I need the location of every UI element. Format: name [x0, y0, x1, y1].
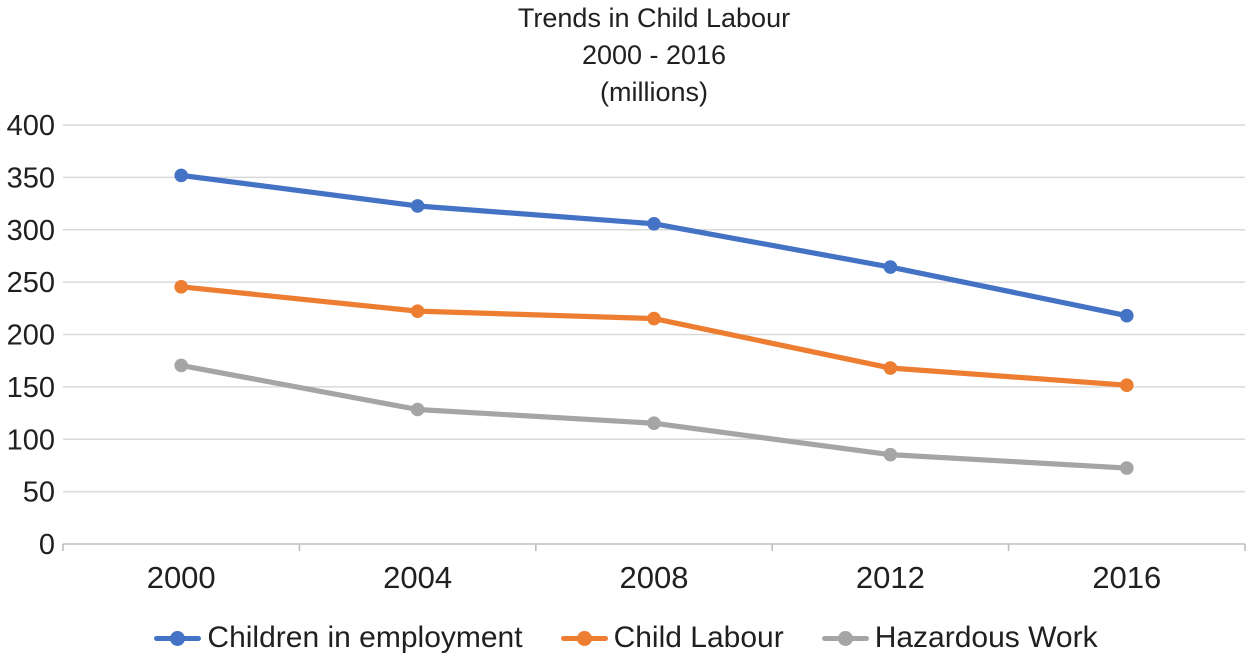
data-point — [410, 304, 425, 318]
data-point — [174, 168, 188, 183]
series-line — [178, 284, 1130, 388]
y-tick-label: 150 — [7, 372, 55, 404]
data-point — [410, 199, 425, 213]
y-tick-label: 400 — [7, 110, 55, 142]
x-tick-label: 2008 — [620, 560, 689, 595]
chart-title-line: Trends in Child Labour — [517, 3, 791, 33]
gridlines — [63, 124, 1245, 493]
chart-legend: Children in employment Child Labour Hazard… — [0, 616, 1252, 660]
legend-marker-dot — [837, 630, 853, 646]
chart-subtitle-line: 2000 - 2016 — [581, 40, 727, 70]
data-point — [647, 416, 661, 431]
y-tick-label: 300 — [7, 215, 55, 247]
series-children-in-employment — [174, 168, 1134, 323]
y-tick-label: 50 — [23, 477, 55, 509]
data-point — [883, 361, 898, 375]
y-axis-labels: 0 50 100 150 200 250 300 350 400 — [7, 110, 55, 561]
legend-item: Hazardous Work — [821, 621, 1098, 655]
legend-label: Hazardous Work — [874, 621, 1098, 654]
legend-line-marker-icon — [821, 630, 869, 646]
x-axis-labels: 2000 2004 2008 2012 2016 — [147, 560, 1162, 595]
x-axis — [62, 543, 1246, 551]
x-tick-label: 2000 — [147, 560, 216, 595]
data-point — [174, 358, 188, 373]
y-tick-label: 350 — [7, 162, 55, 194]
x-tick-label: 2012 — [856, 560, 925, 595]
legend-label: Child Labour — [613, 621, 784, 654]
x-tick-label: 2016 — [1092, 560, 1161, 595]
y-tick-label: 250 — [7, 267, 55, 299]
chart-title: Trends in Child Labour 2000 - 2016 (mill… — [63, 0, 1245, 111]
legend-marker-dot — [576, 630, 592, 646]
y-tick-label: 100 — [7, 424, 55, 456]
data-point — [647, 311, 661, 326]
series-line — [178, 172, 1130, 319]
data-point — [174, 280, 188, 294]
data-point — [410, 402, 425, 417]
data-point — [883, 260, 898, 274]
legend-line-marker-icon — [154, 630, 202, 646]
data-point — [883, 447, 898, 462]
y-tick-label: 0 — [39, 529, 55, 561]
legend-item: Children in employment — [154, 621, 523, 655]
legend-marker-dot — [170, 630, 186, 646]
legend-line-marker-icon — [560, 630, 608, 646]
legend-label: Children in employment — [207, 621, 523, 654]
series-hazardous-work — [174, 358, 1134, 475]
data-point — [1120, 308, 1134, 323]
legend-item: Child Labour — [560, 621, 784, 655]
chart-unit-line: (millions) — [600, 77, 708, 107]
series-child-labour — [174, 280, 1134, 392]
data-point — [1120, 378, 1134, 392]
data-point — [647, 216, 661, 231]
data-point — [1120, 461, 1134, 475]
x-tick-label: 2004 — [383, 560, 452, 595]
y-tick-label: 200 — [7, 320, 55, 352]
